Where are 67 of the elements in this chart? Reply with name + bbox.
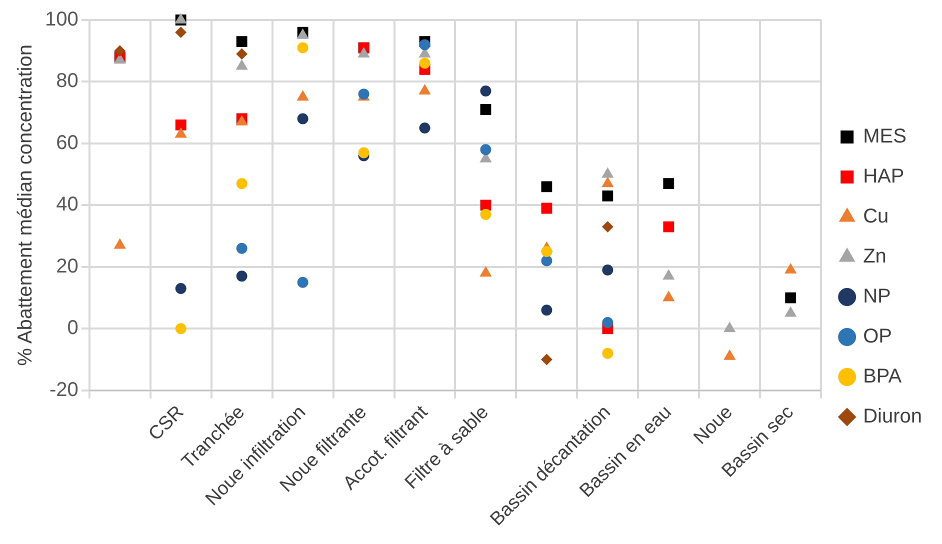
- point: [297, 276, 308, 288]
- point: [236, 242, 248, 254]
- point: [663, 221, 674, 232]
- point: [358, 47, 370, 58]
- point: [236, 270, 248, 282]
- point: [236, 48, 248, 60]
- point: [175, 323, 186, 334]
- point: [175, 283, 186, 294]
- point: [236, 36, 248, 48]
- point: [480, 104, 492, 115]
- point: [785, 292, 796, 304]
- legend-label: Cu: [863, 206, 889, 228]
- y-tick-label: 100: [44, 8, 78, 31]
- y-tick-label: -20: [49, 378, 78, 401]
- point: [541, 255, 552, 266]
- point: [602, 168, 614, 178]
- legend-label: NP: [863, 286, 891, 308]
- point: [602, 177, 614, 188]
- legend-label: HAP: [863, 166, 904, 188]
- legend-label: Diuron: [863, 406, 922, 428]
- point: [602, 221, 614, 232]
- point: [602, 190, 614, 202]
- point: [297, 90, 308, 101]
- y-tick-label: 0: [67, 317, 78, 340]
- point: [419, 84, 430, 94]
- point: [175, 128, 187, 138]
- point: [419, 122, 430, 134]
- point: [480, 85, 492, 96]
- point: [784, 263, 796, 274]
- y-tick-label: 60: [56, 132, 78, 154]
- point: [358, 147, 370, 158]
- point: [724, 350, 736, 360]
- point: [419, 39, 430, 50]
- point: [541, 181, 552, 192]
- point: [541, 304, 552, 316]
- point: [541, 354, 552, 365]
- point: [175, 26, 186, 38]
- point: [297, 42, 308, 54]
- point: [236, 178, 248, 190]
- point: [114, 45, 126, 56]
- point: [297, 113, 308, 124]
- point: [784, 306, 796, 317]
- point: [480, 200, 492, 211]
- point: [419, 58, 430, 69]
- point: [602, 264, 614, 276]
- point: [541, 246, 552, 257]
- legend-label: BPA: [863, 366, 902, 388]
- point: [114, 238, 126, 249]
- legend-label: OP: [863, 326, 892, 348]
- point: [724, 322, 736, 332]
- legend-label: Zn: [863, 246, 886, 268]
- point: [480, 266, 492, 277]
- point: [602, 348, 614, 359]
- y-tick-label: 80: [56, 70, 78, 92]
- legend-label: MES: [863, 126, 906, 148]
- y-tick-label: 40: [56, 194, 78, 216]
- point: [602, 316, 614, 328]
- point: [662, 291, 674, 302]
- point: [236, 60, 248, 70]
- y-axis-title: % Abattement médian concentration: [14, 44, 37, 366]
- point: [480, 208, 492, 220]
- point: [663, 178, 674, 190]
- y-tick-label: 20: [56, 255, 78, 278]
- point: [480, 144, 492, 156]
- point: [662, 270, 674, 280]
- point: [541, 202, 552, 214]
- point: [175, 119, 186, 130]
